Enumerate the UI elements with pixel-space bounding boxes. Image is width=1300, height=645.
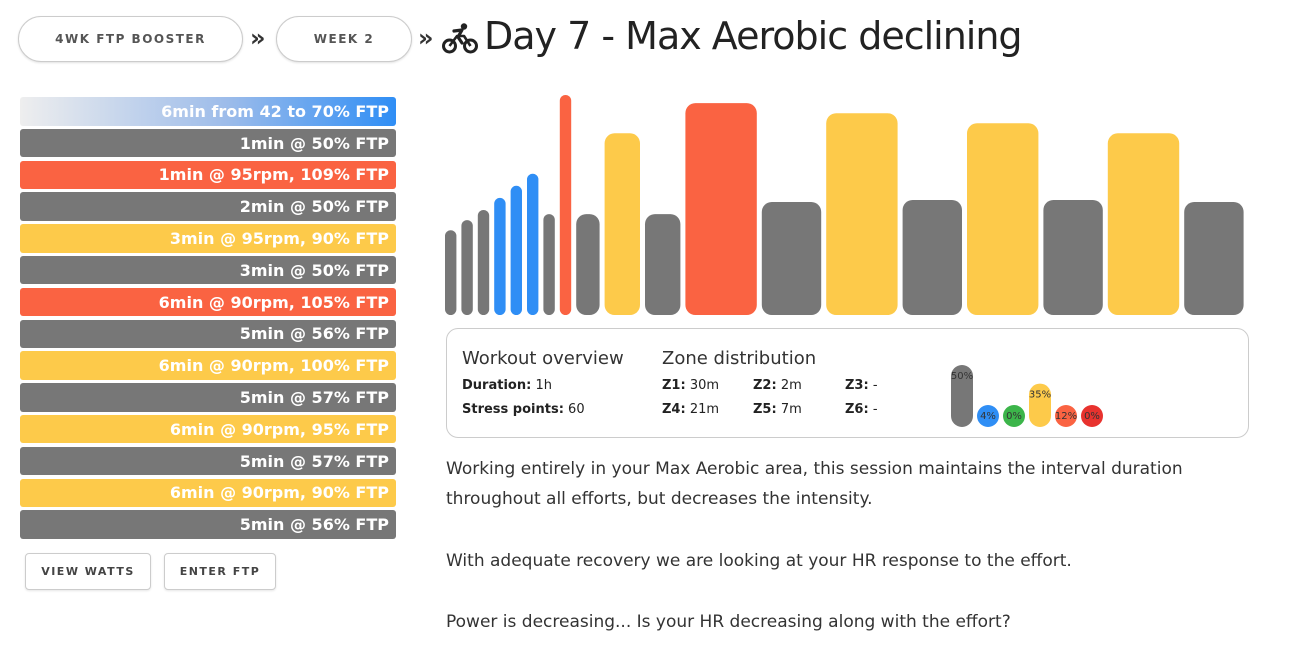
workout-bar-18 (1184, 202, 1244, 315)
zone-value: 21m (689, 402, 720, 417)
workout-bar-4 (510, 185, 522, 315)
zone-row: Z4: 21m (662, 402, 719, 417)
plan-breadcrumb-label: 4WK FTP BOOSTER (55, 32, 206, 46)
interval-item[interactable]: 6min @ 90rpm, 105% FTP (20, 287, 396, 317)
zone-bar-3 (1003, 405, 1025, 427)
view-watts-button[interactable]: VIEW WATTS (25, 553, 151, 590)
zone-row: Z5: 7m (753, 402, 802, 417)
zone-distribution-chart: 50% 4% 0% 35% 12% 0% (951, 365, 1103, 427)
zone-pct-label: 0% (1006, 411, 1022, 422)
breadcrumb-separator: » (418, 24, 434, 52)
workout-bar-12 (761, 202, 822, 315)
zone-row: Z3: - (845, 378, 878, 393)
workout-bar-0 (445, 230, 457, 315)
zone-label: Z4: (662, 402, 686, 417)
week-breadcrumb-button[interactable]: WEEK 2 (276, 16, 412, 62)
workout-bar-15 (967, 123, 1039, 315)
plan-breadcrumb-button[interactable]: 4WK FTP BOOSTER (18, 16, 243, 62)
interval-item[interactable]: 6min from 42 to 70% FTP (20, 97, 396, 126)
week-breadcrumb-label: WEEK 2 (313, 32, 375, 46)
enter-ftp-button[interactable]: ENTER FTP (164, 553, 276, 590)
interval-item[interactable]: 5min @ 57% FTP (20, 383, 396, 412)
stress-label: Stress points: (462, 402, 564, 417)
zone-value: 30m (689, 378, 720, 393)
zone-pct-label: 50% (951, 371, 973, 382)
zone-row: Z6: - (845, 402, 878, 417)
stress-row: Stress points: 60 (462, 402, 585, 417)
zone-bar-1 (951, 365, 973, 427)
workout-chart (445, 95, 1244, 315)
description-paragraph: Power is decreasing... Is your HR decrea… (446, 612, 1011, 632)
zone-label: Z6: (845, 402, 869, 417)
workout-bar-17 (1107, 133, 1180, 315)
duration-value: 1h (535, 378, 552, 393)
zone-bar-2 (977, 405, 999, 427)
zone-label: Z2: (753, 378, 777, 393)
overview-title: Workout overview (462, 348, 624, 369)
workout-bar-6 (543, 214, 555, 315)
zone-pct-label: 12% (1055, 411, 1077, 422)
interval-item[interactable]: 5min @ 56% FTP (20, 510, 396, 539)
workout-bar-16 (1043, 200, 1103, 315)
workout-bar-11 (685, 103, 757, 315)
workout-bar-2 (477, 210, 490, 315)
zone-distribution-title: Zone distribution (662, 348, 817, 369)
interval-item[interactable]: 5min @ 56% FTP (20, 319, 396, 349)
overview-panel: Workout overview Duration: 1h Stress poi… (446, 328, 1249, 438)
zone-value: 7m (780, 402, 802, 417)
description-paragraph: With adequate recovery we are looking at… (446, 551, 1072, 571)
duration-label: Duration: (462, 378, 532, 393)
zone-bar-5 (1055, 405, 1077, 427)
zone-value: - (872, 402, 878, 417)
workout-bar-10 (645, 214, 681, 315)
page-title: Day 7 - Max Aerobic declining (484, 14, 1023, 58)
zone-label: Z1: (662, 378, 686, 393)
zone-row: Z1: 30m (662, 378, 719, 393)
breadcrumb-separator: » (250, 24, 266, 52)
workout-bar-1 (461, 220, 473, 315)
workout-bar-9 (604, 133, 640, 315)
interval-item[interactable]: 6min @ 90rpm, 90% FTP (20, 478, 396, 508)
interval-item[interactable]: 3min @ 50% FTP (20, 255, 396, 285)
interval-item[interactable]: 2min @ 50% FTP (20, 192, 396, 221)
duration-row: Duration: 1h (462, 378, 552, 393)
interval-item[interactable]: 3min @ 95rpm, 90% FTP (20, 224, 396, 253)
zone-label: Z3: (845, 378, 869, 393)
workout-bar-8 (576, 214, 600, 315)
zone-row: Z2: 2m (753, 378, 802, 393)
workout-bar-13 (826, 113, 898, 315)
stress-value: 60 (568, 402, 585, 417)
workout-bar-14 (902, 200, 962, 315)
zone-value: - (872, 378, 878, 393)
interval-item[interactable]: 6min @ 90rpm, 95% FTP (20, 414, 396, 444)
zone-value: 2m (780, 378, 802, 393)
description-paragraph: Working entirely in your Max Aerobic are… (446, 459, 1183, 509)
interval-item[interactable]: 5min @ 57% FTP (20, 446, 396, 476)
zone-bar-4 (1029, 383, 1051, 427)
interval-item[interactable]: 6min @ 90rpm, 100% FTP (20, 351, 396, 380)
zone-pct-label: 0% (1084, 411, 1100, 422)
workout-bar-7 (559, 95, 572, 315)
bike-icon (442, 23, 478, 54)
interval-item[interactable]: 1min @ 50% FTP (20, 128, 396, 158)
workout-bar-3 (494, 197, 506, 315)
zone-bar-6 (1081, 405, 1103, 427)
interval-list: 6min from 42 to 70% FTP 1min @ 50% FTP 1mi… (20, 97, 396, 542)
zone-pct-label: 35% (1029, 390, 1051, 401)
interval-item[interactable]: 1min @ 95rpm, 109% FTP (20, 160, 396, 190)
workout-bar-5 (527, 173, 539, 315)
zone-pct-label: 4% (980, 411, 996, 422)
zone-label: Z5: (753, 402, 777, 417)
